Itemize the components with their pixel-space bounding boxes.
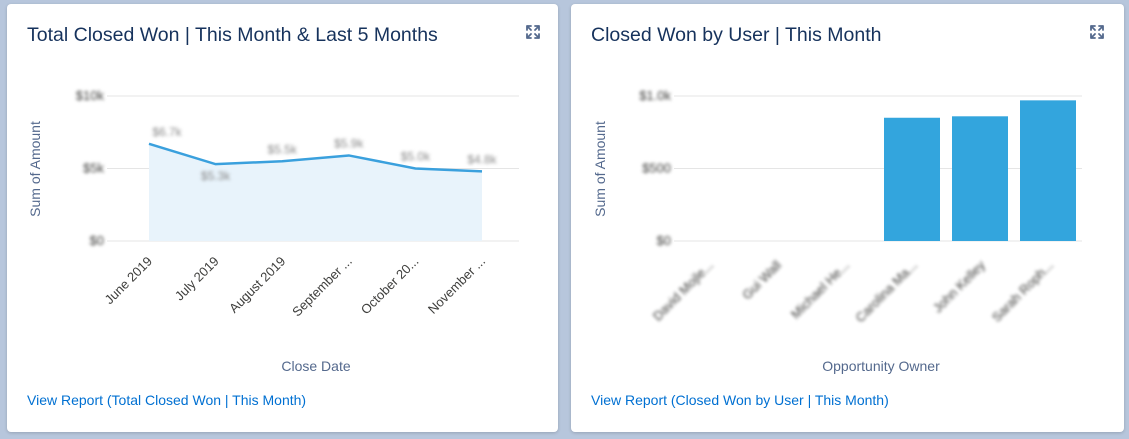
x-axis-title: Close Date	[281, 358, 350, 374]
y-tick-label: $10k	[76, 88, 105, 103]
area-fill	[149, 143, 482, 241]
view-report-link[interactable]: View Report (Closed Won by User | This M…	[591, 392, 889, 408]
view-report-link[interactable]: View Report (Total Closed Won | This Mon…	[27, 392, 307, 408]
data-label: $6.7k	[152, 125, 182, 139]
card-title: Total Closed Won | This Month & Last 5 M…	[27, 24, 438, 46]
x-tick-label: Carolina Ma...	[852, 258, 920, 326]
x-tick-label: September ...	[289, 254, 355, 320]
x-tick-label: Gui Wall	[739, 257, 784, 302]
data-label: $5.9k	[334, 136, 364, 150]
data-label: $5.5k	[268, 142, 298, 156]
x-tick-label: November ...	[425, 254, 488, 317]
expand-icon[interactable]	[525, 24, 541, 40]
x-tick-label: October 20...	[358, 254, 422, 318]
x-tick-label: August 2019	[226, 254, 288, 316]
card-title: Closed Won by User | This Month	[591, 24, 882, 46]
x-tick-label: Sarah Roph...	[989, 258, 1056, 325]
y-tick-label: $5k	[83, 161, 104, 176]
y-tick-label: $0	[657, 233, 671, 248]
x-axis-title: Opportunity Owner	[822, 358, 940, 374]
bar-chart: $0 $500 $1.0k David Mojle... Gui Wall Michael…	[592, 88, 1082, 374]
x-tick-label: July 2019	[172, 254, 222, 304]
x-tick-label: Michael He...	[788, 258, 852, 322]
bar	[884, 117, 940, 241]
y-tick-label: $0	[90, 233, 104, 248]
y-axis-title: Sum of Amount	[592, 121, 608, 217]
expand-icon[interactable]	[1089, 24, 1105, 40]
dashboard-card-closed-won-by-user: Closed Won by User | This Month $0 $500 $1…	[571, 4, 1124, 432]
y-tick-label: $1.0k	[639, 88, 671, 103]
dashboard-card-total-closed-won: Total Closed Won | This Month & Last 5 M…	[7, 4, 558, 432]
bar	[1020, 100, 1076, 241]
data-label: $5.3k	[201, 169, 231, 183]
data-label: $4.8k	[467, 152, 497, 166]
x-tick-label: David Mojle...	[650, 258, 716, 324]
x-tick-label: John Kelley	[930, 257, 988, 315]
data-label: $5.0k	[401, 150, 431, 164]
x-tick-label: June 2019	[102, 254, 156, 308]
y-tick-label: $500	[642, 161, 671, 176]
series-line	[148, 142, 483, 173]
bar	[952, 116, 1008, 241]
line-area-chart: $0 $5k $10k $6.7k $5.3k $5.5k $5.9k $5.0k $4.8k J…	[27, 88, 519, 374]
y-axis-title: Sum of Amount	[27, 121, 43, 217]
